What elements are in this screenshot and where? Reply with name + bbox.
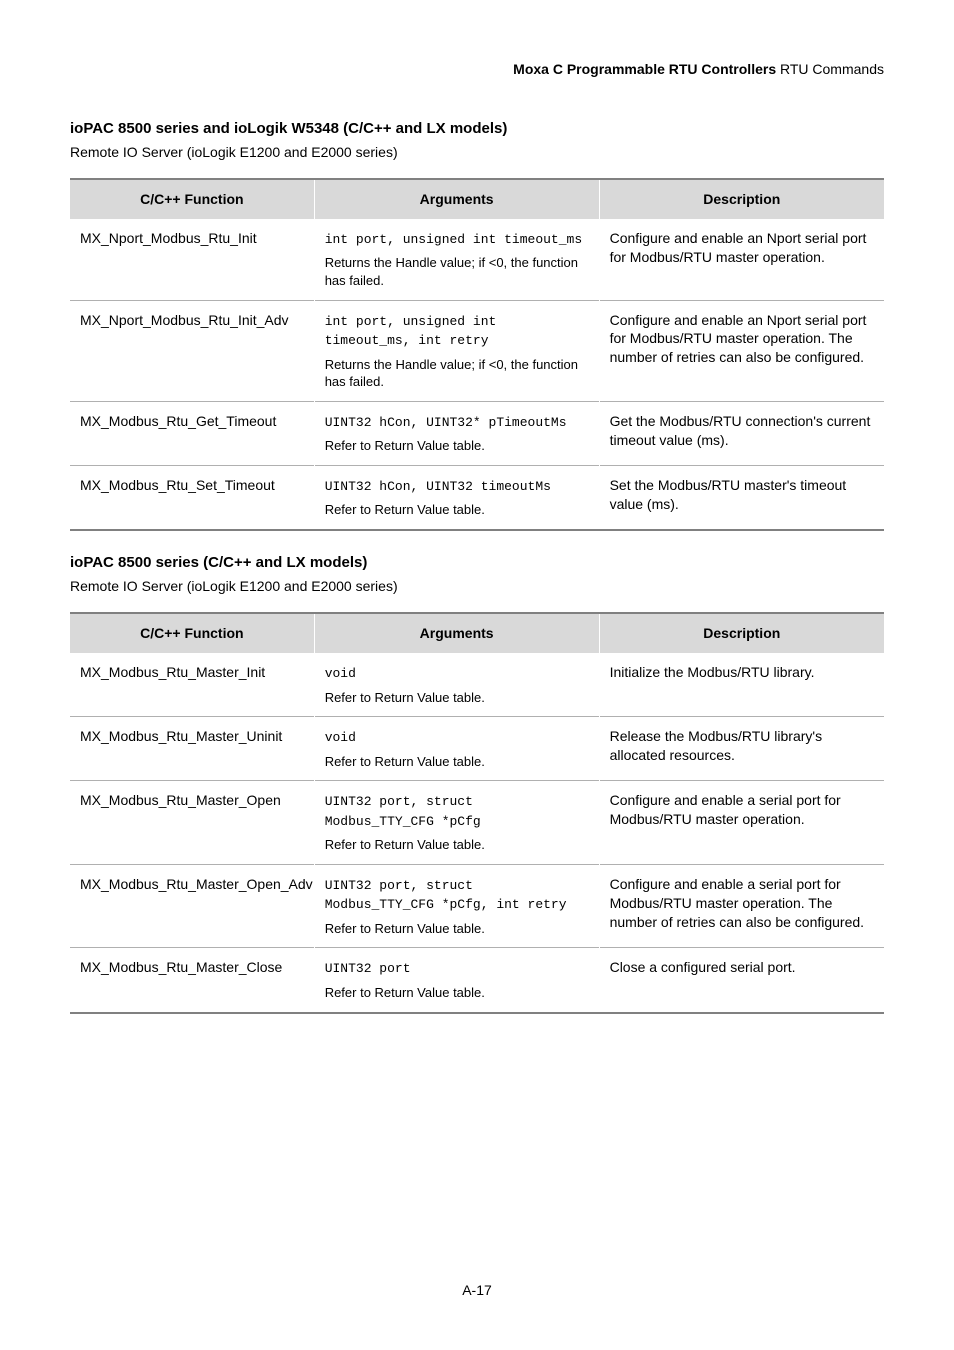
table-row: MX_Nport_Modbus_Rtu_Init_Adv int port, u… xyxy=(70,300,884,401)
cell-args: UINT32 port Refer to Return Value table. xyxy=(314,948,599,1013)
table-row: MX_Modbus_Rtu_Master_Close UINT32 port R… xyxy=(70,948,884,1013)
cell-fn: MX_Modbus_Rtu_Master_Close xyxy=(70,948,314,1013)
cell-desc: Configure and enable an Nport serial por… xyxy=(599,300,884,401)
cell-args: int port, unsigned int timeout_ms Return… xyxy=(314,219,599,300)
table-row: MX_Modbus_Rtu_Master_Open_Adv UINT32 por… xyxy=(70,864,884,948)
section1-title: ioPAC 8500 series and ioLogik W5348 (C/C… xyxy=(70,119,884,139)
cell-fn: MX_Modbus_Rtu_Master_Uninit xyxy=(70,717,314,781)
cell-args: void Refer to Return Value table. xyxy=(314,717,599,781)
table-row: MX_Modbus_Rtu_Set_Timeout UINT32 hCon, U… xyxy=(70,465,884,530)
args-code: int port, unsigned int timeout_ms, int r… xyxy=(325,314,504,349)
table-header-row: C/C++ Function Arguments Description xyxy=(70,613,884,653)
col-header-description: Description xyxy=(599,179,884,219)
args-code: UINT32 port, struct Modbus_TTY_CFG *pCfg… xyxy=(325,878,567,913)
cell-desc: Get the Modbus/RTU connection's current … xyxy=(599,401,884,465)
cell-desc: Configure and enable a serial port for M… xyxy=(599,864,884,948)
cell-desc: Configure and enable a serial port for M… xyxy=(599,781,884,865)
cell-fn: MX_Modbus_Rtu_Master_Init xyxy=(70,653,314,717)
cell-desc: Close a configured serial port. xyxy=(599,948,884,1013)
args-code: UINT32 hCon, UINT32* pTimeoutMs xyxy=(325,415,567,430)
page-header: Moxa C Programmable RTU Controllers RTU … xyxy=(70,60,884,79)
return-note: Returns the Handle value; if <0, the fun… xyxy=(325,254,589,289)
cell-fn: MX_Modbus_Rtu_Set_Timeout xyxy=(70,465,314,530)
return-note: Refer to Return Value table. xyxy=(325,836,589,854)
cell-args: UINT32 hCon, UINT32* pTimeoutMs Refer to… xyxy=(314,401,599,465)
return-note: Refer to Return Value table. xyxy=(325,984,589,1002)
col-header-arguments: Arguments xyxy=(314,179,599,219)
args-code: UINT32 port, struct Modbus_TTY_CFG *pCfg xyxy=(325,794,481,829)
return-note: Refer to Return Value table. xyxy=(325,753,589,771)
return-note: Refer to Return Value table. xyxy=(325,437,589,455)
col-header-function: C/C++ Function xyxy=(70,179,314,219)
cell-args: UINT32 port, struct Modbus_TTY_CFG *pCfg… xyxy=(314,781,599,865)
cell-args: UINT32 hCon, UINT32 timeoutMs Refer to R… xyxy=(314,465,599,530)
cell-args: int port, unsigned int timeout_ms, int r… xyxy=(314,300,599,401)
cell-fn: MX_Nport_Modbus_Rtu_Init xyxy=(70,219,314,300)
cell-fn: MX_Nport_Modbus_Rtu_Init_Adv xyxy=(70,300,314,401)
section1-subtitle: Remote IO Server (ioLogik E1200 and E200… xyxy=(70,143,884,162)
cell-fn: MX_Modbus_Rtu_Master_Open xyxy=(70,781,314,865)
section2-subtitle: Remote IO Server (ioLogik E1200 and E200… xyxy=(70,577,884,596)
cell-desc: Set the Modbus/RTU master's timeout valu… xyxy=(599,465,884,530)
cell-desc: Configure and enable an Nport serial por… xyxy=(599,219,884,300)
cell-fn: MX_Modbus_Rtu_Master_Open_Adv xyxy=(70,864,314,948)
cell-args: void Refer to Return Value table. xyxy=(314,653,599,717)
header-product: Moxa C Programmable RTU Controllers xyxy=(513,61,776,77)
return-note: Refer to Return Value table. xyxy=(325,689,589,707)
return-note: Returns the Handle value; if <0, the fun… xyxy=(325,356,589,391)
cell-desc: Release the Modbus/RTU library's allocat… xyxy=(599,717,884,781)
cell-fn: MX_Modbus_Rtu_Get_Timeout xyxy=(70,401,314,465)
cell-desc: Initialize the Modbus/RTU library. xyxy=(599,653,884,717)
table-header-row: C/C++ Function Arguments Description xyxy=(70,179,884,219)
header-chapter: RTU Commands xyxy=(780,61,884,77)
table-row: MX_Modbus_Rtu_Get_Timeout UINT32 hCon, U… xyxy=(70,401,884,465)
return-note: Refer to Return Value table. xyxy=(325,501,589,519)
section2-table: C/C++ Function Arguments Description MX_… xyxy=(70,612,884,1013)
table-row: MX_Modbus_Rtu_Master_Open UINT32 port, s… xyxy=(70,781,884,865)
section1-table: C/C++ Function Arguments Description MX_… xyxy=(70,178,884,531)
table-row: MX_Modbus_Rtu_Master_Init void Refer to … xyxy=(70,653,884,717)
section2-title: ioPAC 8500 series (C/C++ and LX models) xyxy=(70,553,884,573)
args-code: void xyxy=(325,666,356,681)
col-header-arguments: Arguments xyxy=(314,613,599,653)
args-code: UINT32 hCon, UINT32 timeoutMs xyxy=(325,479,551,494)
args-code: int port, unsigned int timeout_ms xyxy=(325,232,582,247)
col-header-description: Description xyxy=(599,613,884,653)
return-note: Refer to Return Value table. xyxy=(325,920,589,938)
args-code: UINT32 port xyxy=(325,961,411,976)
page: Moxa C Programmable RTU Controllers RTU … xyxy=(0,0,954,1014)
cell-args: UINT32 port, struct Modbus_TTY_CFG *pCfg… xyxy=(314,864,599,948)
table-row: MX_Nport_Modbus_Rtu_Init int port, unsig… xyxy=(70,219,884,300)
table-row: MX_Modbus_Rtu_Master_Uninit void Refer t… xyxy=(70,717,884,781)
page-number: A-17 xyxy=(0,1281,954,1300)
args-code: void xyxy=(325,730,356,745)
col-header-function: C/C++ Function xyxy=(70,613,314,653)
